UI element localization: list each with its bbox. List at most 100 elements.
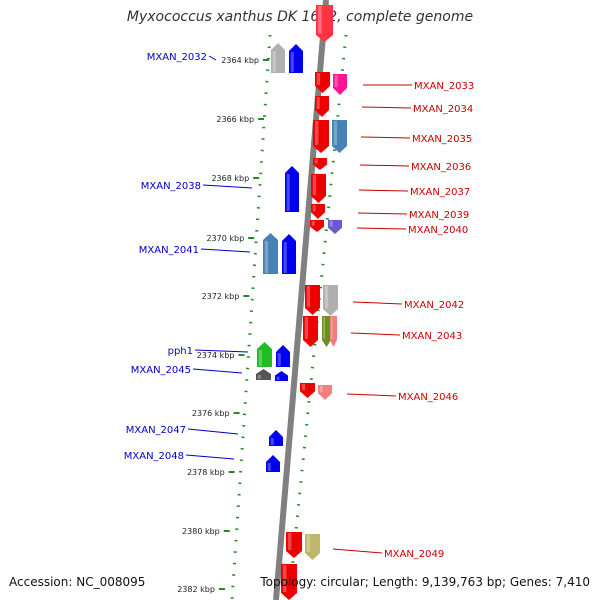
gene-feature-reverse[interactable] — [282, 234, 296, 274]
gene-feature-forward[interactable] — [305, 285, 320, 315]
gene-label[interactable]: MXAN_2045 — [131, 365, 191, 376]
gene-label[interactable]: MXAN_2033 — [414, 81, 474, 92]
gene-arrow[interactable] — [328, 220, 342, 234]
gene-feature-forward[interactable] — [313, 120, 329, 153]
gene-arrow[interactable] — [322, 316, 331, 347]
gene-feature-forward[interactable] — [305, 534, 320, 560]
label-leader-line — [346, 393, 397, 397]
gene-feature-forward[interactable] — [322, 316, 331, 347]
gene-arrow[interactable] — [286, 532, 302, 558]
gene-arrow[interactable] — [266, 455, 280, 472]
gene-feature-reverse[interactable] — [263, 233, 278, 274]
gene-feature-forward[interactable] — [315, 72, 330, 93]
gene-feature-reverse[interactable] — [266, 455, 280, 472]
gene-feature-reverse[interactable] — [285, 166, 299, 212]
gene-feature-forward[interactable] — [281, 564, 297, 600]
gene-arrow[interactable] — [300, 383, 315, 398]
gene-feature-reverse[interactable] — [256, 369, 271, 380]
gene-features — [256, 5, 347, 600]
label-leader-line — [358, 189, 409, 192]
gene-label[interactable]: MXAN_2032 — [147, 52, 207, 63]
gene-arrow[interactable] — [271, 43, 285, 73]
gene-feature-reverse[interactable] — [289, 44, 303, 73]
gene-label[interactable]: MXAN_2035 — [412, 134, 472, 145]
gene-arrow[interactable] — [257, 342, 272, 367]
gene-feature-reverse[interactable] — [271, 43, 285, 73]
gene-arrow[interactable] — [313, 158, 327, 170]
gene-feature-reverse[interactable] — [276, 345, 290, 367]
gene-label[interactable]: MXAN_2049 — [384, 549, 444, 560]
label-leader-line — [350, 332, 401, 336]
label-leader-line — [332, 548, 383, 554]
gene-highlight — [324, 286, 329, 308]
gene-arrow[interactable] — [276, 345, 290, 367]
gene-feature-forward[interactable] — [286, 532, 302, 558]
gene-label[interactable]: pph1 — [168, 346, 193, 357]
gene-feature-forward[interactable] — [328, 220, 342, 234]
gene-arrow[interactable] — [313, 120, 329, 153]
gene-arrow[interactable] — [311, 174, 326, 203]
gene-label[interactable]: MXAN_2046 — [398, 392, 458, 403]
gene-feature-forward[interactable] — [313, 158, 327, 170]
gene-arrow[interactable] — [332, 120, 347, 153]
gene-label[interactable]: MXAN_2043 — [402, 331, 462, 342]
gene-feature-forward[interactable] — [300, 383, 315, 398]
gene-arrow[interactable] — [285, 166, 299, 212]
gene-arrow[interactable] — [315, 96, 329, 117]
gene-label[interactable]: MXAN_2036 — [411, 162, 471, 173]
gene-feature-forward[interactable] — [311, 174, 326, 203]
gene-arrow[interactable] — [318, 385, 332, 400]
gene-arrow[interactable] — [310, 220, 324, 232]
gene-feature-forward[interactable] — [311, 204, 325, 219]
gene-label[interactable]: MXAN_2038 — [141, 181, 201, 192]
gene-arrow[interactable] — [269, 430, 283, 446]
gene-highlight — [323, 317, 326, 339]
gene-arrow[interactable] — [282, 234, 296, 274]
gene-arrow[interactable] — [281, 564, 297, 600]
gene-label[interactable]: MXAN_2042 — [404, 300, 464, 311]
gene-label[interactable]: MXAN_2039 — [409, 210, 469, 221]
gene-feature-forward[interactable] — [332, 120, 347, 153]
gene-feature-forward[interactable] — [310, 220, 324, 232]
gene-arrow[interactable] — [311, 204, 325, 219]
gene-arrow[interactable] — [333, 74, 347, 95]
gene-label[interactable]: MXAN_2041 — [139, 245, 199, 256]
gene-arrow[interactable] — [256, 369, 271, 380]
gene-arrow[interactable] — [305, 285, 320, 315]
gene-feature-reverse[interactable] — [275, 371, 288, 381]
gene-label[interactable]: MXAN_2048 — [124, 451, 184, 462]
gene-feature-forward[interactable] — [323, 285, 338, 316]
gene-feature-forward[interactable] — [316, 5, 333, 42]
gene-label[interactable]: MXAN_2047 — [126, 425, 186, 436]
gene-arrow[interactable] — [263, 233, 278, 274]
gene-feature-forward[interactable] — [315, 96, 329, 117]
gene-feature-reverse[interactable] — [257, 342, 272, 367]
gene-feature-forward[interactable] — [318, 385, 332, 400]
gene-labels: MXAN_2032 MXAN_2038 MXAN_2041 pph1 MXAN_2045… — [124, 52, 475, 560]
label-leader-line — [356, 227, 407, 230]
kbp-tick-label: 2370 kbp — [206, 234, 244, 243]
kbp-tick-label: 2372 kbp — [202, 292, 240, 301]
gene-arrow[interactable] — [305, 534, 320, 560]
gene-arrow[interactable] — [303, 316, 318, 347]
gene-highlight — [276, 376, 280, 380]
map-title: Myxococcus xanthus DK 1622, complete gen… — [126, 9, 474, 25]
gene-arrow[interactable] — [323, 285, 338, 316]
gene-feature-forward[interactable] — [333, 74, 347, 95]
gene-label[interactable]: MXAN_2040 — [408, 225, 468, 236]
gene-arrow[interactable] — [315, 72, 330, 93]
label-leader-line — [352, 301, 403, 305]
gene-arrow[interactable] — [275, 371, 288, 381]
label-leader-line — [208, 55, 217, 61]
label-leaders — [185, 55, 412, 554]
gene-feature-forward[interactable] — [330, 316, 337, 347]
gene-feature-reverse[interactable] — [269, 430, 283, 446]
gene-label[interactable]: MXAN_2037 — [410, 187, 470, 198]
gene-arrow[interactable] — [316, 5, 333, 42]
gene-arrow[interactable] — [289, 44, 303, 73]
gene-label[interactable]: MXAN_2034 — [413, 104, 473, 115]
kbp-tick-label: 2368 kbp — [211, 174, 249, 183]
gene-feature-forward[interactable] — [303, 316, 318, 347]
gene-highlight — [314, 159, 318, 164]
gene-arrow[interactable] — [330, 316, 337, 347]
